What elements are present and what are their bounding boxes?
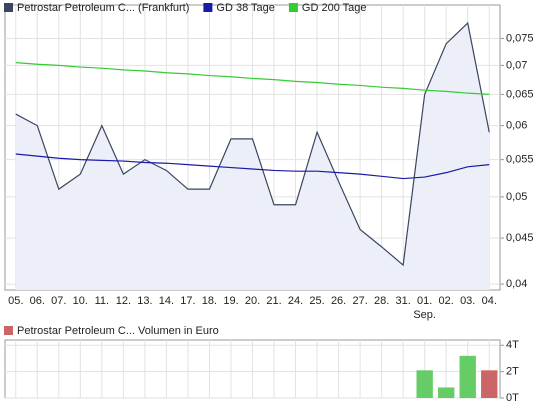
legend-label: GD 38 Tage xyxy=(216,2,275,14)
y-tick-label: 0,075 xyxy=(506,32,534,44)
legend-swatch xyxy=(4,3,13,12)
volume-bar xyxy=(459,355,476,398)
legend-label: GD 200 Tage xyxy=(302,2,367,14)
legend-swatch xyxy=(203,3,213,12)
line xyxy=(15,62,490,95)
legend-label: Petrostar Petroleum C... (Frankfurt) xyxy=(17,2,189,14)
volume-bar xyxy=(481,370,498,398)
legend-swatch xyxy=(4,326,13,335)
x-tick-label: 10. xyxy=(73,295,88,307)
y-tick-label: 2T xyxy=(506,366,519,378)
x-tick-label: 24. xyxy=(288,295,303,307)
area xyxy=(15,23,490,290)
x-tick-label: 02. xyxy=(439,295,454,307)
x-tick-label: 01. xyxy=(417,295,432,307)
legend-label: Petrostar Petroleum C... Volumen in Euro xyxy=(17,325,219,337)
x-tick-label: 20. xyxy=(245,295,260,307)
y-tick-label: 0,07 xyxy=(506,59,527,71)
x-tick-label: 03. xyxy=(460,295,475,307)
x-tick-label: 26. xyxy=(331,295,346,307)
y-tick-label: 0,04 xyxy=(506,278,527,290)
x-tick-label: 28. xyxy=(374,295,389,307)
legend-swatch xyxy=(288,3,298,12)
x-tick-label: 18. xyxy=(202,295,217,307)
volume-bar xyxy=(416,370,433,398)
x-tick-label: 14. xyxy=(159,295,174,307)
x-tick-label: 19. xyxy=(223,295,238,307)
y-tick-label: 4T xyxy=(506,339,519,351)
x-tick-label: 11. xyxy=(95,295,109,307)
x-tick-label: 12. xyxy=(116,295,131,307)
x-tick-label: 13. xyxy=(137,295,152,307)
x-tick-label: 17. xyxy=(180,295,195,307)
volume-bar xyxy=(438,387,455,398)
line xyxy=(15,153,490,180)
x-tick-label: 05. xyxy=(8,295,23,307)
x-tick-label: 25. xyxy=(309,295,324,307)
x-tick-label: 06. xyxy=(30,295,45,307)
month-label: Sep. xyxy=(413,309,436,321)
y-tick-label: 0,05 xyxy=(506,191,527,203)
x-tick-label: 21. xyxy=(266,295,281,307)
y-tick-label: 0,045 xyxy=(506,232,534,244)
x-tick-label: 27. xyxy=(352,295,367,307)
line xyxy=(15,21,490,267)
y-tick-label: 0,055 xyxy=(506,154,534,166)
x-tick-label: 31. xyxy=(396,295,411,307)
x-tick-label: 07. xyxy=(51,295,66,307)
y-tick-label: 0,06 xyxy=(506,120,527,132)
x-tick-label: 04. xyxy=(482,295,497,307)
y-tick-label: 0,065 xyxy=(506,88,534,100)
y-tick-label: 0T xyxy=(506,392,519,404)
